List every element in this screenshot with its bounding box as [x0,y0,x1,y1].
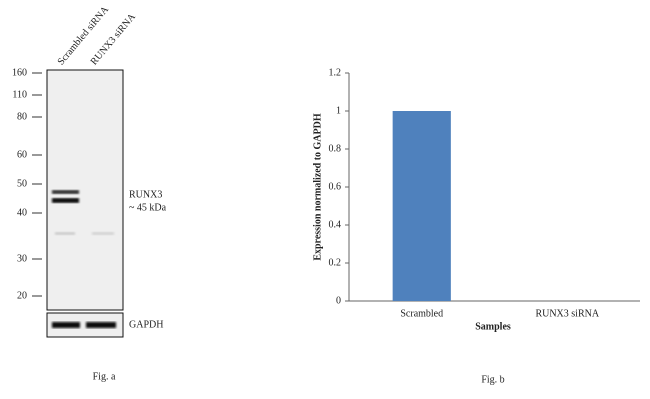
band [52,198,79,203]
marker-label: 60 [17,149,27,160]
band [86,322,116,328]
size-label: ~ 45 kDa [129,202,167,213]
y-tick-label: 0.4 [329,219,342,230]
y-tick-label: 0 [336,295,341,306]
target-label: RUNX3 [129,189,162,200]
marker-label: 50 [17,178,27,189]
x-tick-label: Scrambled [400,308,443,319]
y-tick-label: 0.8 [329,143,342,154]
x-axis-label: Samples [475,321,511,332]
marker-label: 110 [12,89,27,100]
marker-label: 20 [17,290,27,301]
marker-label: 80 [17,111,27,122]
y-axis-label: Expression normalized to GAPDH [312,113,323,261]
caption: Fig. b [481,374,504,385]
y-tick-label: 0.6 [329,181,342,192]
y-tick-label: 1.2 [329,67,342,78]
band [52,322,80,328]
band [55,232,75,235]
marker-label: 30 [17,253,27,264]
band [52,190,79,194]
y-tick-label: 1 [336,105,341,116]
bar [392,111,451,301]
marker-label: 40 [17,207,27,218]
band [92,232,114,235]
marker-label: 160 [12,67,27,78]
x-tick-label: RUNX3 siRNA [535,308,599,319]
caption: Fig. a [93,371,116,382]
control-label: GAPDH [129,319,163,330]
y-tick-label: 0.2 [329,257,342,268]
